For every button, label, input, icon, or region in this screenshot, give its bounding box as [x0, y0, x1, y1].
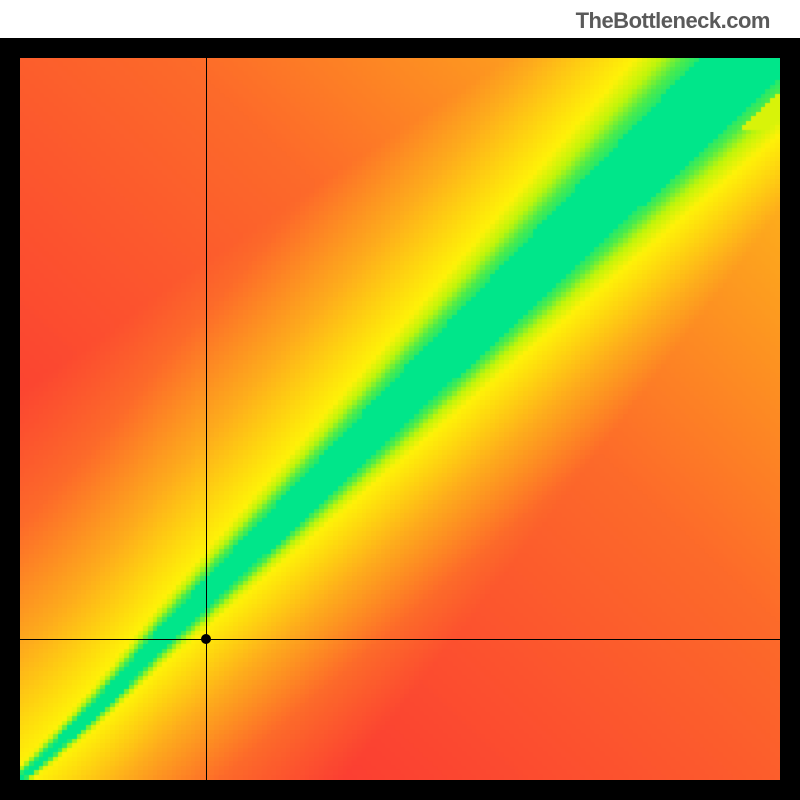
- plot-frame: [0, 38, 800, 800]
- plot-area: [20, 58, 780, 780]
- chart-container: TheBottleneck.com: [0, 0, 800, 800]
- watermark-text: TheBottleneck.com: [0, 0, 800, 38]
- heatmap-canvas: [20, 58, 780, 780]
